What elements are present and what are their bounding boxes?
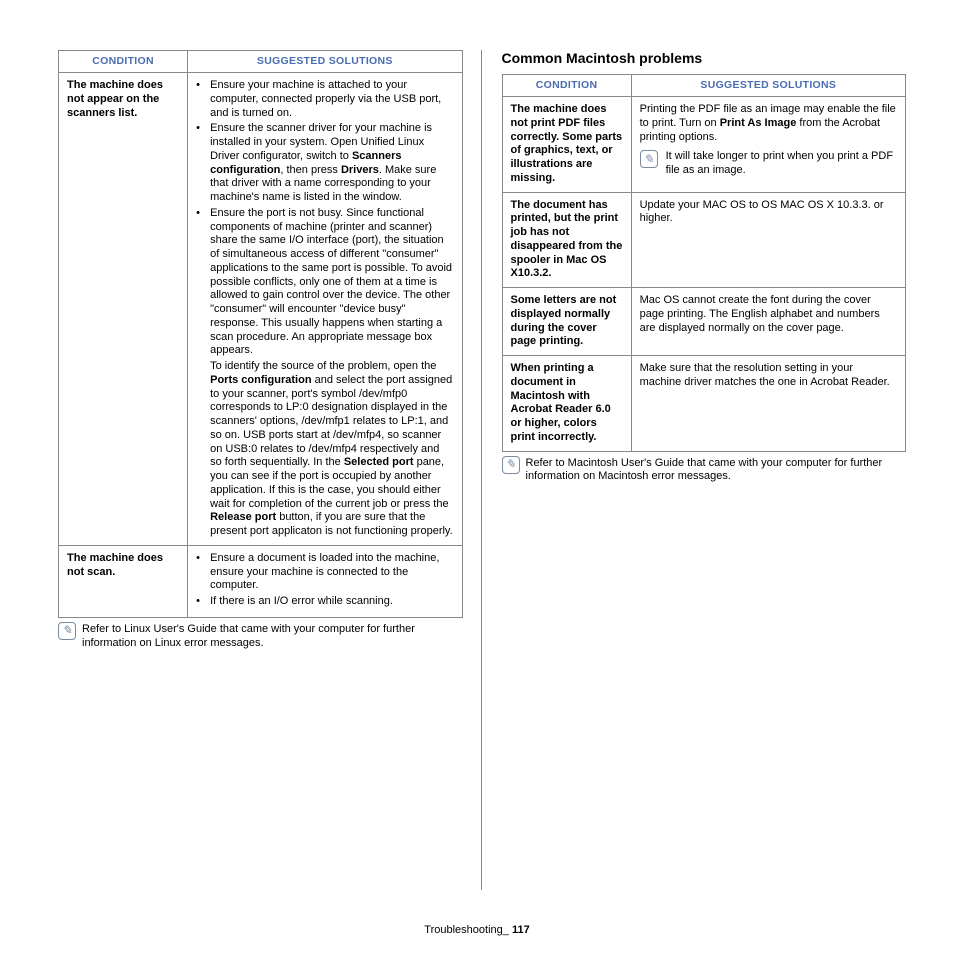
note-text: Refer to Macintosh User's Guide that cam… — [526, 456, 907, 485]
note-text: Refer to Linux User's Guide that came wi… — [82, 622, 463, 651]
condition-cell: Some letters are not displayed normally … — [502, 288, 631, 356]
bullet: Ensure a document is loaded into the mac… — [196, 552, 453, 593]
table-header-row: CONDITION SUGGESTED SOLUTIONS — [59, 51, 463, 73]
solution-cell: Ensure a document is loaded into the mac… — [188, 545, 462, 617]
table-row: The machine does not appear on the scann… — [59, 73, 463, 546]
table-row: When printing a document in Macintosh wi… — [502, 356, 906, 452]
page-columns: CONDITION SUGGESTED SOLUTIONS The machin… — [0, 0, 954, 890]
linux-note: ✎ Refer to Linux User's Guide that came … — [58, 622, 463, 651]
bullet-list: Ensure your machine is attached to your … — [196, 79, 453, 358]
table-row: The machine does not print PDF files cor… — [502, 97, 906, 193]
bullet: Ensure your machine is attached to your … — [196, 79, 453, 120]
left-column: CONDITION SUGGESTED SOLUTIONS The machin… — [58, 50, 482, 890]
note-icon: ✎ — [58, 622, 76, 640]
solution-cell: Ensure your machine is attached to your … — [188, 73, 462, 546]
table-row: Some letters are not displayed normally … — [502, 288, 906, 356]
table-row: The document has printed, but the print … — [502, 192, 906, 288]
right-column: Common Macintosh problems CONDITION SUGG… — [502, 50, 907, 890]
condition-cell: The machine does not appear on the scann… — [59, 73, 188, 546]
mac-note: ✎ Refer to Macintosh User's Guide that c… — [502, 456, 907, 485]
solution-cell: Printing the PDF file as an image may en… — [631, 97, 905, 193]
mac-table: CONDITION SUGGESTED SOLUTIONS The machin… — [502, 74, 907, 452]
condition-cell: The machine does not print PDF files cor… — [502, 97, 631, 193]
mac-title: Common Macintosh problems — [502, 50, 907, 66]
bullet: Ensure the scanner driver for your machi… — [196, 122, 453, 205]
bullet: Ensure the port is not busy. Since funct… — [196, 207, 453, 358]
th-solutions: SUGGESTED SOLUTIONS — [631, 75, 905, 97]
footer-page-number: 117 — [512, 924, 530, 936]
inline-note: ✎ It will take longer to print when you … — [640, 150, 897, 178]
solution-cell: Mac OS cannot create the font during the… — [631, 288, 905, 356]
th-solutions: SUGGESTED SOLUTIONS — [188, 51, 462, 73]
condition-cell: The document has printed, but the print … — [502, 192, 631, 288]
note-icon: ✎ — [640, 150, 658, 168]
inline-note-text: It will take longer to print when you pr… — [666, 150, 897, 178]
th-condition: CONDITION — [59, 51, 188, 73]
condition-cell: The machine does not scan. — [59, 545, 188, 617]
sub-paragraph: To identify the source of the problem, o… — [196, 360, 453, 539]
bullet: If there is an I/O error while scanning. — [196, 595, 453, 609]
page-footer: Troubleshooting_ 117 — [0, 924, 954, 936]
solution-cell: Update your MAC OS to OS MAC OS X 10.3.3… — [631, 192, 905, 288]
solution-cell: Make sure that the resolution setting in… — [631, 356, 905, 452]
table-header-row: CONDITION SUGGESTED SOLUTIONS — [502, 75, 906, 97]
table-row: The machine does not scan. Ensure a docu… — [59, 545, 463, 617]
note-icon: ✎ — [502, 456, 520, 474]
th-condition: CONDITION — [502, 75, 631, 97]
footer-label: Troubleshooting_ — [424, 924, 509, 936]
sol-text: Printing the PDF file as an image may en… — [640, 103, 897, 144]
condition-cell: When printing a document in Macintosh wi… — [502, 356, 631, 452]
bullet-list: Ensure a document is loaded into the mac… — [196, 552, 453, 609]
linux-table: CONDITION SUGGESTED SOLUTIONS The machin… — [58, 50, 463, 618]
